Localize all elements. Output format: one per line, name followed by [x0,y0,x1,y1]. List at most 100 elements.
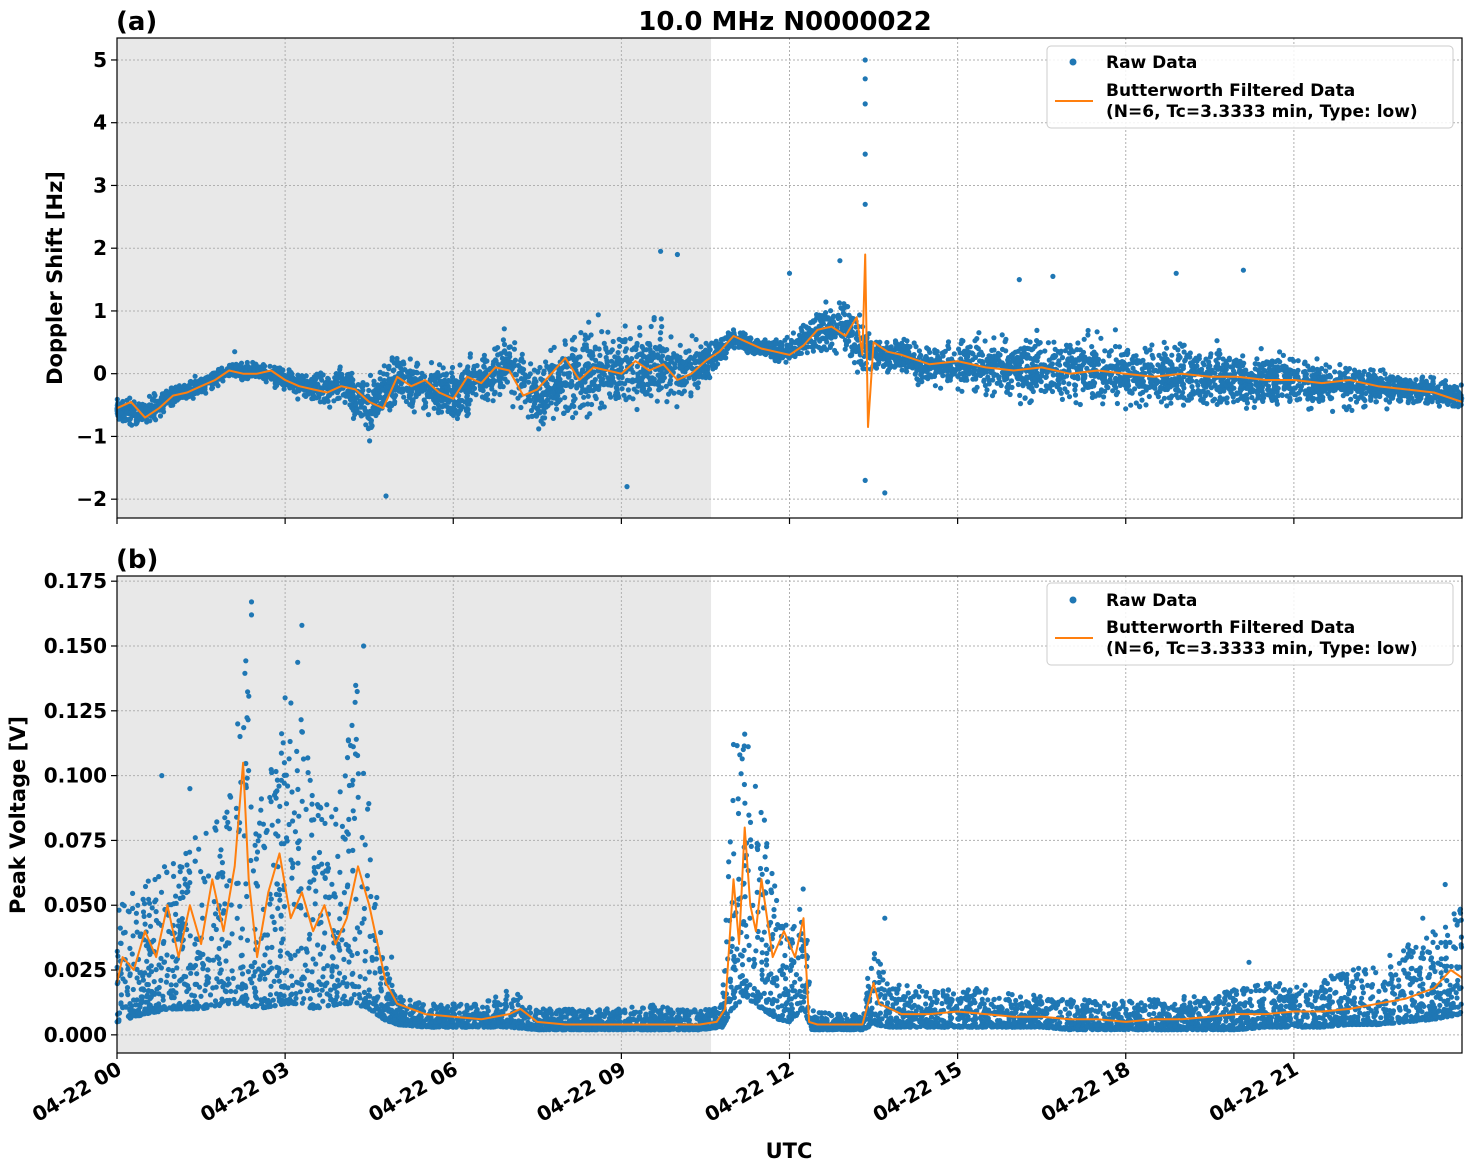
raw-data-point [571,398,577,404]
raw-data-point [464,413,470,419]
raw-data-point [435,406,441,412]
raw-data-point [481,363,487,369]
raw-data-point [522,372,528,378]
raw-data-point [824,335,830,341]
raw-data-point [1319,365,1325,372]
raw-data-point [1088,362,1094,368]
raw-data-point [540,415,546,421]
raw-data-point [927,349,933,355]
raw-data-point [784,346,790,352]
raw-data-point [1200,399,1207,405]
raw-data-point [581,402,587,408]
raw-data-point [1284,393,1290,399]
raw-data-point [541,368,547,374]
raw-data-point [1161,339,1167,345]
raw-data-point [596,346,602,352]
raw-data-point [967,350,973,356]
raw-data-point [1180,365,1186,371]
raw-data-point [1307,394,1313,401]
raw-data-point [1436,403,1442,409]
raw-data-point [335,395,341,402]
raw-data-point [945,339,952,345]
raw-data-point [1265,387,1271,393]
raw-data-point [1224,400,1230,406]
raw-data-point [399,389,405,395]
raw-data-point [1164,345,1170,351]
raw-data-point [986,381,992,387]
raw-data-point [1327,396,1334,402]
raw-data-point [884,339,890,346]
raw-data-point [639,344,646,350]
raw-data-point [1314,356,1320,362]
raw-data-point [586,352,593,358]
raw-data-point [1395,397,1402,403]
raw-data-point [892,364,898,370]
raw-data-point [698,344,704,350]
raw-data-point [371,378,377,384]
raw-data-point [575,381,581,387]
raw-data-point [431,376,437,382]
raw-data-point [1313,370,1320,376]
raw-data-point [464,366,470,372]
raw-data-point [414,389,420,395]
raw-data-point [1306,406,1312,412]
raw-data-point [1258,346,1264,352]
raw-data-point [1075,376,1081,382]
raw-data-point [357,410,363,416]
raw-data-point [1416,398,1422,404]
raw-data-point [303,373,309,379]
raw-data-point [1023,337,1029,343]
raw-data-point [337,367,343,373]
raw-data-point [840,307,846,313]
raw-data-point [1182,358,1188,364]
raw-data-point [1113,375,1119,381]
raw-data-point [1238,388,1244,394]
raw-data-point [532,376,538,382]
raw-data-point [1165,384,1171,390]
raw-data-point [1043,369,1050,375]
raw-data-point [996,374,1002,380]
raw-data-point [825,329,831,335]
raw-data-point [1219,397,1225,403]
raw-data-point [339,371,345,378]
raw-data-point [467,351,473,357]
raw-data-point [688,390,694,396]
raw-data-point [1175,395,1181,401]
raw-data-point [187,379,193,385]
raw-data-point [262,374,268,380]
raw-data-point [1282,383,1288,389]
raw-data-point [1093,357,1099,363]
raw-data-point [1410,400,1417,406]
raw-data-point [1431,375,1437,381]
raw-data-point [904,369,910,375]
raw-data-point [1247,389,1253,395]
raw-data-point [814,312,820,318]
raw-data-point [635,371,641,377]
raw-data-point [1249,394,1255,401]
raw-data-point [1353,399,1360,405]
raw-data-point [1010,351,1016,357]
raw-data-point [1029,385,1035,391]
raw-data-point [839,320,846,326]
raw-data-point [1181,349,1187,355]
raw-data-point [411,409,417,415]
raw-data-point [1214,401,1220,407]
raw-data-point [1057,350,1063,356]
raw-data-point [1118,352,1124,358]
raw-data-point [309,396,315,402]
raw-data-point [1051,339,1057,345]
raw-data-point [571,403,577,409]
raw-data-point [852,344,858,350]
raw-data-point [1091,349,1097,355]
raw-data-point [1349,384,1355,390]
raw-data-point [1038,387,1044,393]
raw-data-point [1207,354,1213,360]
raw-data-point [1072,387,1078,393]
raw-data-point [1105,385,1111,391]
raw-data-point [1237,363,1243,369]
raw-data-point [1175,367,1181,373]
raw-data-point [751,351,757,357]
raw-data-point [899,367,905,373]
raw-data-point [1383,397,1389,403]
